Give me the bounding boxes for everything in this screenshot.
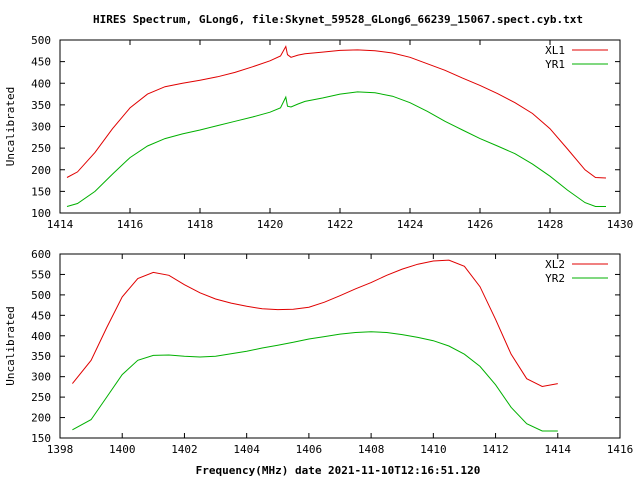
chart-bottom-ytick-label: 300 (31, 371, 51, 384)
chart-top-ytick-label: 400 (31, 77, 51, 90)
chart-top-ytick-label: 300 (31, 121, 51, 134)
series-line-yr2 (72, 331, 558, 432)
chart-bottom-ytick-label: 400 (31, 330, 51, 343)
chart-bottom-ytick-label: 500 (31, 289, 51, 302)
legend-label-yr2: YR2 (545, 272, 565, 285)
chart-bottom-xtick-label: 1410 (420, 443, 447, 456)
chart-bottom-ytick-label: 600 (31, 248, 51, 261)
series-line-xl2 (72, 259, 558, 388)
chart-bottom-xtick-label: 1414 (545, 443, 572, 456)
chart-bottom-ytick-label: 450 (31, 309, 51, 322)
chart-bottom-ytick-label: 150 (31, 432, 51, 445)
chart-bottom-xtick-label: 1408 (358, 443, 385, 456)
chart-top-ylabel: Uncalibrated (4, 87, 17, 166)
chart-bottom: 1398 1400 1402 1404 1406 1408 1410 1412 1414 1416… (4, 248, 633, 456)
chart-top-ytick-label: 200 (31, 164, 51, 177)
chart-top-xtick-label: 1416 (117, 218, 144, 231)
chart-top-series (66, 45, 607, 207)
legend-label-yr1: YR1 (545, 58, 565, 71)
chart-top-xtick-label: 1426 (467, 218, 494, 231)
figure-title: HIRES Spectrum, GLong6, file:Skynet_5952… (93, 13, 583, 26)
legend-label-xl1: XL1 (545, 44, 565, 57)
chart-bottom-frame (59, 253, 621, 439)
chart-bottom-xtick-label: 1404 (233, 443, 260, 456)
chart-top-xtick-label: 1430 (607, 218, 634, 231)
chart-bottom-ticks: 1398 1400 1402 1404 1406 1408 1410 1412 1414 1416… (31, 248, 633, 456)
chart-bottom-series (72, 259, 558, 432)
chart-top-ytick-label: 250 (31, 142, 51, 155)
chart-top-xtick-label: 1418 (187, 218, 214, 231)
series-line-yr1 (66, 91, 606, 207)
series-line-xl1 (66, 45, 607, 179)
chart-top-ytick-label: 500 (31, 34, 51, 47)
x-axis-label: Frequency(MHz) date 2021-11-10T12:16:51.… (196, 464, 481, 477)
chart-bottom-xtick-label: 1398 (47, 443, 74, 456)
chart-top-ytick-label: 450 (31, 56, 51, 69)
chart-bottom-ylabel: Uncalibrated (4, 306, 17, 385)
chart-bottom-ytick-label: 250 (31, 391, 51, 404)
chart-top-ytick-label: 350 (31, 99, 51, 112)
chart-top: 1414 1416 1418 1420 1422 1424 1426 1428 1430 100 1… (4, 34, 633, 231)
chart-top-ytick-label: 150 (31, 185, 51, 198)
legend-label-xl2: XL2 (545, 258, 565, 271)
chart-top-ytick-label: 100 (31, 207, 51, 220)
chart-top-ticks: 1414 1416 1418 1420 1422 1424 1426 1428 1430 100 1… (31, 34, 633, 231)
chart-top-xtick-label: 1422 (327, 218, 354, 231)
chart-top-xtick-label: 1414 (47, 218, 74, 231)
chart-bottom-ytick-label: 200 (31, 412, 51, 425)
chart-bottom-xtick-label: 1402 (171, 443, 198, 456)
chart-bottom-ytick-label: 350 (31, 350, 51, 363)
chart-bottom-ytick-label: 550 (31, 268, 51, 281)
chart-bottom-xtick-label: 1400 (109, 443, 136, 456)
chart-top-frame (59, 39, 621, 214)
chart-top-xtick-label: 1424 (397, 218, 424, 231)
chart-top-xtick-label: 1428 (537, 218, 564, 231)
chart-bottom-xtick-label: 1416 (607, 443, 634, 456)
chart-top-xtick-label: 1420 (257, 218, 284, 231)
chart-bottom-xtick-label: 1412 (482, 443, 509, 456)
chart-bottom-xtick-label: 1406 (296, 443, 323, 456)
